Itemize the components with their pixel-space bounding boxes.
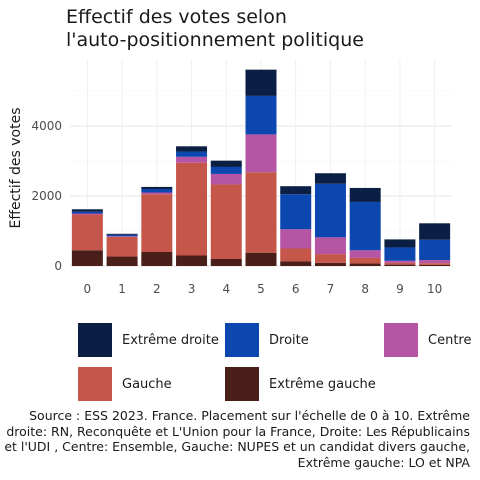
bar-segment (314, 262, 346, 266)
bar-segment (71, 250, 103, 266)
caption-line: et l'UDI , Centre: Ensemble, Gauche: NUP… (4, 439, 470, 454)
bar-segment (210, 184, 242, 259)
bar-segment (384, 247, 416, 261)
bar-segment (384, 262, 416, 265)
stacked-bar-chart: 0 2000 4000 Effectif des votes 0 1 2 3 4 5 6 7 8 9 10 (8, 60, 452, 296)
x-tick-label: 1 (118, 282, 126, 296)
bar-segment (210, 259, 242, 266)
chart-title: Effectif des votes selon l'auto-position… (66, 6, 466, 52)
bar-segment (106, 236, 138, 257)
bar-segment (384, 264, 416, 266)
bar-segment (106, 256, 138, 266)
y-tick-label: 2000 (31, 189, 62, 203)
bar-segment (141, 194, 173, 252)
bar-segment (384, 239, 416, 248)
x-tick-label: 0 (84, 282, 92, 296)
legend-label: Extrême droite (122, 332, 219, 348)
bar-segment (419, 223, 451, 240)
bar-segment (384, 260, 416, 263)
legend-swatch (225, 323, 259, 357)
bar-segment (106, 234, 138, 237)
bar-segment (141, 192, 173, 195)
bar-segment (210, 166, 242, 174)
x-tick-label: 4 (222, 282, 230, 296)
bar-segment (314, 173, 346, 184)
bar-segment (245, 172, 277, 253)
legend-swatch (384, 323, 418, 357)
bar-segment (349, 250, 381, 258)
x-tick-label: 9 (396, 282, 404, 296)
bar-segment (349, 263, 381, 266)
bar-segment (141, 189, 173, 193)
legend-label: Droite (269, 332, 309, 348)
bar-segment (419, 239, 451, 261)
bar-segment (106, 236, 138, 237)
title-line-1: Effectif des votes selon (66, 6, 287, 28)
bar-segment (141, 186, 173, 189)
bar-segment (176, 255, 208, 266)
bar-segment (71, 213, 103, 215)
legend-item: Extrême gauche (225, 367, 376, 401)
legend-item: Gauche (78, 367, 172, 401)
legend-item: Droite (225, 323, 309, 357)
bar-segment (280, 229, 312, 249)
x-tick-label: 10 (427, 282, 442, 296)
caption-line: droite: RN, Reconquête et L'Union pour l… (6, 423, 470, 439)
bar-segment (280, 186, 312, 195)
bar-segment (176, 162, 208, 256)
bar-segment (106, 233, 138, 235)
legend: Extrême droite Droite Centre Gauche Extrême … (0, 318, 480, 408)
bar-segment (71, 214, 103, 251)
source-caption: Source : ESS 2023. France. Placement sur… (0, 408, 470, 470)
bar-segment (419, 260, 451, 264)
bar-segment (176, 156, 208, 163)
bar-segment (71, 209, 103, 212)
bar-segment (349, 257, 381, 264)
bar-segment (419, 264, 451, 266)
x-tick-label: 7 (327, 282, 335, 296)
x-tick-label: 3 (188, 282, 196, 296)
y-tick-label: 0 (54, 259, 62, 273)
bar-segment (141, 252, 173, 266)
bar-segment (280, 261, 312, 266)
bar-segment (314, 237, 346, 255)
bar-segment (210, 160, 242, 167)
legend-label: Extrême gauche (269, 376, 376, 392)
bar-segment (280, 248, 312, 262)
legend-item: Centre (384, 323, 471, 357)
x-tick-label: 2 (153, 282, 161, 296)
x-tick-label: 5 (257, 282, 265, 296)
bar-segment (349, 201, 381, 251)
bar-segment (71, 211, 103, 214)
title-line-2: l'auto-positionnement politique (66, 29, 364, 51)
bar-segment (419, 263, 451, 265)
bar-segment (349, 187, 381, 202)
caption-line: Extrême gauche: LO et NPA (297, 454, 470, 470)
y-axis-label: Effectif des votes (8, 107, 24, 228)
legend-item: Extrême droite (78, 323, 219, 357)
legend-swatch (78, 323, 112, 357)
x-tick-label: 8 (361, 282, 369, 296)
bar-segment (314, 183, 346, 238)
legend-label: Centre (428, 332, 472, 348)
bar-segment (245, 69, 277, 96)
legend-swatch (225, 367, 259, 401)
bar-segment (245, 252, 277, 266)
legend-label: Gauche (122, 376, 172, 392)
caption-line: Source : ESS 2023. France. Placement sur… (29, 408, 470, 423)
bar-segment (280, 194, 312, 230)
bar-segment (245, 95, 277, 135)
legend-swatch (78, 367, 112, 401)
bar-segment (245, 134, 277, 173)
bar-segment (210, 173, 242, 185)
bar-segment (314, 254, 346, 263)
x-tick-label: 6 (292, 282, 300, 296)
y-tick-label: 4000 (31, 119, 62, 133)
bar-segment (176, 146, 208, 152)
bar-segment (176, 151, 208, 157)
